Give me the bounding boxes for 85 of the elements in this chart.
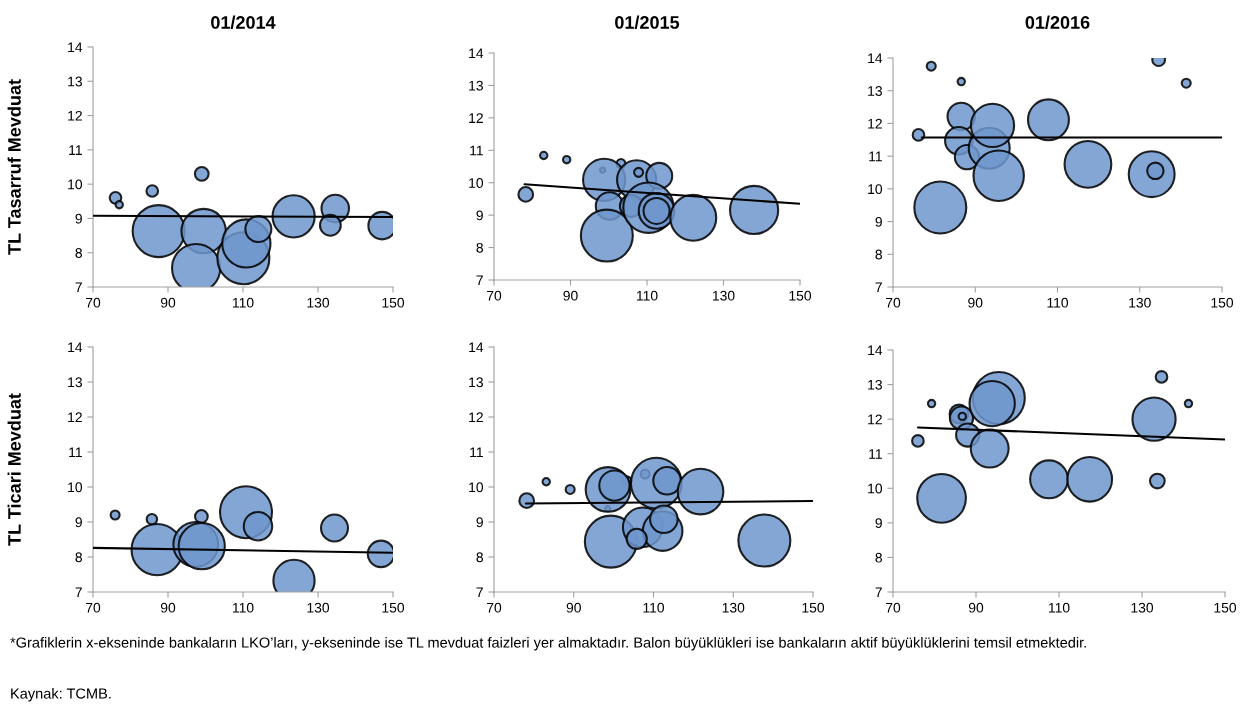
y-tick-label: 11 [69, 447, 82, 458]
y-tick-label: 10 [68, 482, 83, 493]
y-tick-label: 11 [470, 145, 483, 156]
x-tick-label: 150 [382, 602, 405, 613]
y-tick-label: 9 [476, 210, 483, 221]
y-tick-label: 12 [68, 412, 82, 423]
x-tick-label: 130 [1131, 602, 1154, 613]
x-tick-label: 130 [307, 602, 330, 613]
y-tick-label: 14 [868, 345, 883, 356]
x-tick-label: 110 [643, 602, 665, 613]
y-tick-label: 8 [875, 552, 882, 563]
y-tick-label: 11 [470, 447, 483, 458]
y-tick-label: 14 [469, 342, 484, 353]
y-tick-label: 13 [68, 377, 82, 388]
x-tick-label: 130 [307, 297, 330, 308]
x-tick-label: 110 [232, 297, 254, 308]
x-tick-label: 130 [1129, 297, 1151, 308]
x-tick-label: 150 [789, 290, 812, 301]
chart-title: 01/2015 [615, 15, 680, 30]
x-tick-label: 110 [1047, 297, 1069, 308]
y-tick-label: 7 [75, 282, 82, 293]
y-tick-label: 12 [469, 113, 483, 123]
y-tick-label: 11 [869, 449, 882, 459]
x-tick-label: 90 [566, 602, 581, 613]
x-tick-label: 130 [712, 290, 735, 301]
y-tick-label: 12 [868, 118, 882, 129]
y-tick-label: 14 [868, 53, 883, 64]
y-tick-label: 13 [868, 379, 882, 390]
x-tick-label: 70 [885, 602, 901, 613]
x-tick-label: 150 [1214, 602, 1237, 613]
y-axis-title: TL Tasarruf Mevduat [7, 79, 21, 255]
x-tick-label: 150 [1211, 297, 1234, 308]
y-tick-label: 14 [68, 342, 83, 353]
y-tick-label: 13 [868, 86, 882, 96]
y-tick-label: 9 [875, 216, 882, 227]
y-tick-label: 13 [68, 76, 82, 87]
y-tick-label: 9 [875, 518, 882, 529]
y-tick-label: 14 [469, 48, 484, 59]
x-tick-label: 70 [85, 602, 101, 613]
y-tick-label: 7 [875, 282, 882, 293]
y-tick-label: 7 [875, 587, 882, 598]
y-tick-label: 13 [469, 80, 483, 91]
x-tick-label: 70 [486, 602, 502, 613]
x-tick-label: 110 [1048, 602, 1070, 613]
y-tick-label: 8 [476, 242, 483, 253]
chart-title: 01/2016 [1025, 15, 1090, 30]
y-tick-label: 10 [469, 482, 484, 493]
x-tick-label: 70 [885, 297, 901, 308]
text: Kaynak: TCMB. [11, 688, 111, 702]
y-tick-label: 10 [868, 483, 883, 494]
x-tick-label: 90 [968, 297, 983, 308]
x-tick-label: 150 [382, 297, 405, 308]
x-tick-label: 90 [160, 602, 176, 613]
chart-title: 01/2014 [211, 15, 276, 30]
y-tick-label: 7 [476, 275, 483, 286]
y-tick-label: 12 [868, 414, 882, 425]
y-tick-label: 11 [69, 145, 82, 155]
y-tick-label: 14 [68, 42, 83, 53]
y-tick-label: 12 [68, 110, 82, 121]
x-tick-label: 150 [802, 602, 825, 613]
x-tick-label: 90 [160, 297, 176, 308]
x-tick-label: 130 [722, 602, 745, 613]
y-tick-label: 8 [75, 552, 82, 563]
y-tick-label: 8 [476, 552, 483, 563]
y-tick-label: 8 [75, 248, 82, 258]
y-tick-label: 9 [75, 517, 82, 528]
y-tick-label: 13 [469, 377, 483, 388]
y-tick-label: 12 [469, 412, 483, 423]
x-tick-label: 90 [563, 290, 578, 301]
x-tick-label: 90 [968, 602, 984, 613]
text: *Grafiklerin x-ekseninde bankaların LKO’ları, y-ekseninde ise TL mevduat faizleri yer almaktadır. Balon büyüklükleri ise bankaların aktif büyüklüklerini temsil etmektedir. [10, 637, 1086, 651]
y-tick-label: 9 [75, 213, 82, 224]
y-tick-label: 8 [875, 249, 882, 260]
y-axis-title: TL Ticari Mevduat [7, 393, 21, 546]
x-tick-label: 70 [85, 297, 101, 308]
x-tick-label: 110 [232, 602, 254, 613]
y-tick-label: 10 [868, 184, 883, 195]
y-tick-label: 10 [469, 178, 484, 188]
y-tick-label: 9 [476, 517, 483, 528]
y-tick-label: 10 [68, 179, 83, 190]
y-tick-label: 7 [476, 587, 483, 598]
x-tick-label: 110 [636, 290, 658, 301]
y-tick-label: 7 [75, 587, 82, 598]
y-tick-label: 11 [869, 151, 882, 162]
x-tick-label: 70 [486, 290, 502, 301]
